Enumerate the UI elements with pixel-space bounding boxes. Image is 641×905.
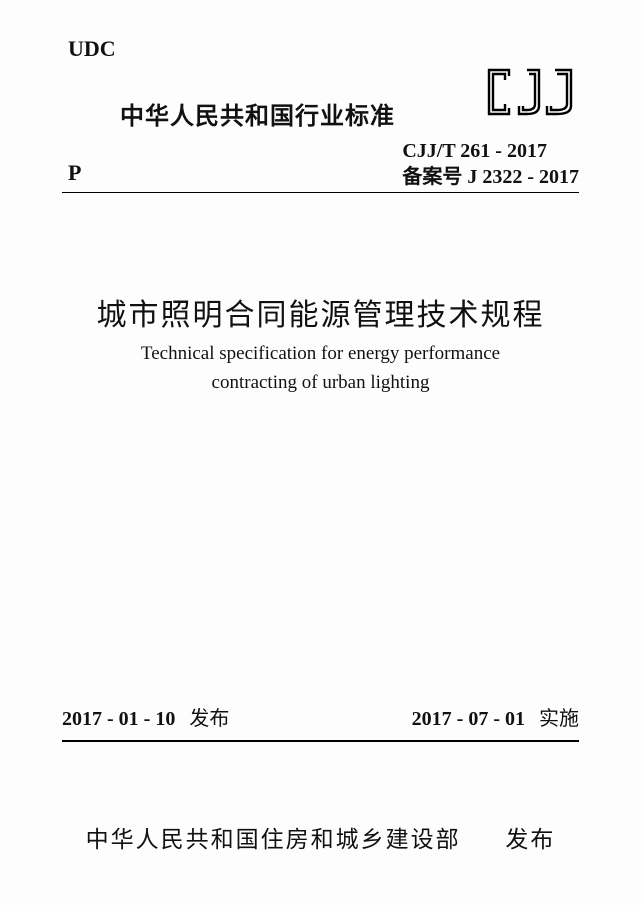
effective-group: 2017 - 07 - 01 实施 xyxy=(412,702,579,731)
issuer-row: 中华人民共和国住房和城乡建设部 发布 xyxy=(0,820,641,854)
issue-label: 发布 xyxy=(189,702,229,731)
standard-type-label: 中华人民共和国行业标准 xyxy=(120,96,395,131)
standard-code-block: CJJ/T 261 - 2017 备案号 J 2322 - 2017 xyxy=(402,138,579,190)
dates-row: 2017 - 01 - 10 发布 2017 - 07 - 01 实施 xyxy=(62,702,579,731)
effective-label: 实施 xyxy=(539,702,579,731)
standard-code: CJJ/T 261 - 2017 xyxy=(402,138,579,164)
issue-date: 2017 - 01 - 10 xyxy=(62,708,175,731)
udc-label: UDC xyxy=(68,36,116,62)
issue-group: 2017 - 01 - 10 发布 xyxy=(62,702,229,731)
header-rule xyxy=(62,192,579,193)
title-english-line2: contracting of urban lighting xyxy=(0,369,641,398)
dates-rule xyxy=(62,740,579,742)
title-chinese: 城市照明合同能源管理技术规程 xyxy=(0,290,641,334)
record-number: 备案号 J 2322 - 2017 xyxy=(402,164,579,190)
issuer-action: 发布 xyxy=(505,826,555,852)
title-english-line1: Technical specification for energy perfo… xyxy=(0,340,641,369)
effective-date: 2017 - 07 - 01 xyxy=(412,708,525,731)
standard-cover-page: UDC P 中华人民共和国行业标准 CJJ/T 261 - 2017 备案号 J… xyxy=(0,0,641,905)
cjj-logo xyxy=(483,62,579,127)
issuer-org: 中华人民共和国住房和城乡建设部 xyxy=(86,826,461,852)
p-mark: P xyxy=(68,160,81,186)
title-english: Technical specification for energy perfo… xyxy=(0,340,641,397)
